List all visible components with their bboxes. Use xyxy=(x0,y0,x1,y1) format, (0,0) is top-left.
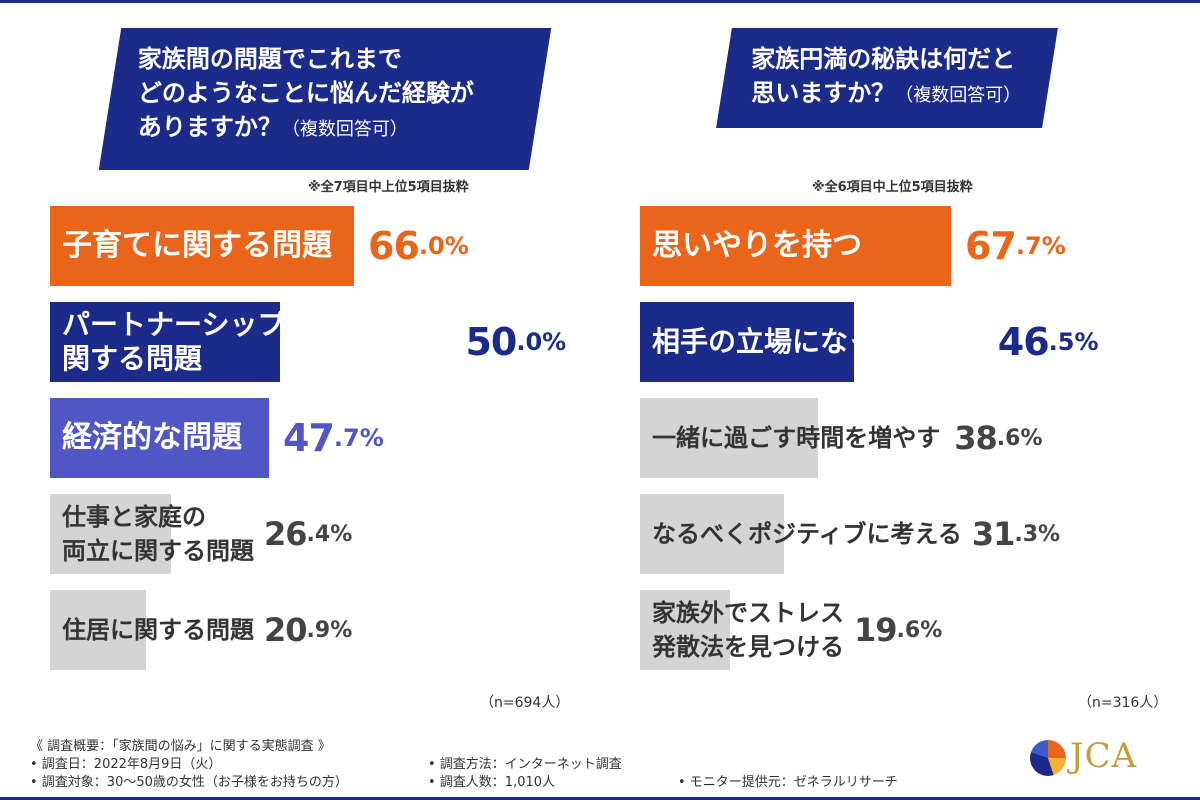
jca-logo: JCA xyxy=(1030,732,1160,782)
bar-row: 経済的な問題 47.7% xyxy=(50,398,590,478)
bar xyxy=(640,494,784,574)
survey-footer: 《 調査概要：「家族間の悩み」に関する実態調査 》 • 調査日：2022年8月9… xyxy=(30,735,1170,795)
right-question-text: 家族円満の秘訣は何だと 思いますか？（複数回答可） xyxy=(725,28,1051,113)
bar-category-label: 住居に関する問題 xyxy=(62,616,254,644)
bar-value-label: 31.3% xyxy=(971,515,1061,553)
bar-row: パートナーシップ（夫婦間）に 関する問題 50.0% xyxy=(50,302,590,382)
bar-category-label: 仕事と家庭の 両立に関する問題 xyxy=(62,503,254,565)
right-question-line: 思いますか？（複数回答可） xyxy=(751,79,1022,107)
left-question-paren: （複数回答可） xyxy=(281,119,408,140)
right-sample-size: （n=316人） xyxy=(1078,695,1168,711)
bar xyxy=(50,398,269,478)
bar-row: 家族外でストレス 発散法を見つける 19.6% xyxy=(640,590,1180,670)
right-question-paren: （複数回答可） xyxy=(895,85,1022,106)
bar xyxy=(640,398,818,478)
bar-value-label: 66.0% xyxy=(368,224,469,268)
bar-value-label: 67.7% xyxy=(965,224,1066,268)
bar-category-label: パートナーシップ（夫婦間）に 関する問題 xyxy=(62,308,454,375)
top-border xyxy=(0,0,1200,3)
bar-value-label: 20.9% xyxy=(264,611,353,649)
right-bar-chart: 思いやりを持つ 67.7% 相手の立場になって考える 46.5% 一緒に過ごす時間を増や… xyxy=(640,206,1180,686)
bar xyxy=(50,302,280,382)
left-sample-size: （n=694人） xyxy=(480,695,570,711)
bar-value-label: 38.6% xyxy=(954,419,1043,457)
bar-category-label: 経済的な問題 xyxy=(62,420,242,455)
bar-row: 子育てに関する問題 66.0% xyxy=(50,206,590,286)
bar-row: 思いやりを持つ 67.7% xyxy=(640,206,1180,286)
bar-category-label: 一緒に過ごす時間を増やす xyxy=(652,424,941,452)
bar-category-label: 相手の立場になって考える xyxy=(652,325,986,358)
right-chart-panel: 家族円満の秘訣は何だと 思いますか？（複数回答可） ※全6項目中上位5項目抜粋 … xyxy=(630,0,1190,720)
bar xyxy=(50,590,146,670)
bar-row: 相手の立場になって考える 46.5% xyxy=(640,302,1180,382)
footer-count: • 調査人数：1,010人 xyxy=(428,775,556,790)
bar-value-label: 50.0% xyxy=(465,320,567,364)
bar-value-label: 19.6% xyxy=(854,611,943,649)
left-bar-chart: 子育てに関する問題 66.0% パートナーシップ（夫婦間）に 関する問題 50.0% 経済… xyxy=(50,206,590,686)
bar-category-label: 思いやりを持つ xyxy=(652,228,862,263)
right-question-line: 家族円満の秘訣は何だと xyxy=(751,45,1016,73)
footer-monitor: • モニター提供元：ゼネラルリサーチ xyxy=(678,775,898,790)
footer-date: • 調査日：2022年8月9日（火） xyxy=(30,757,222,772)
bar-category-label: なるべくポジティブに考える xyxy=(652,520,962,548)
bar xyxy=(640,206,951,286)
bar-row: 一緒に過ごす時間を増やす 38.6% xyxy=(640,398,1180,478)
bar-row: なるべくポジティブに考える 31.3% xyxy=(640,494,1180,574)
right-note: ※全6項目中上位5項目抜粋 xyxy=(812,180,973,195)
bar xyxy=(640,302,854,382)
left-question-line: どのようなことに悩んだ経験が xyxy=(137,79,474,107)
bar-row: 仕事と家庭の 両立に関する問題 26.4% xyxy=(50,494,590,574)
left-note: ※全7項目中上位5項目抜粋 xyxy=(308,180,469,195)
left-question-box: 家族間の問題でこれまで どのようなことに悩んだ経験が ありますか？（複数回答可） xyxy=(98,28,552,170)
bar xyxy=(640,590,730,670)
bar-category-label: 子育てに関する問題 xyxy=(62,228,332,263)
bar xyxy=(50,494,171,574)
footer-target: • 調査対象：30～50歳の女性（お子様をお持ちの方） xyxy=(30,775,348,790)
jca-logo-text: JCA xyxy=(1070,736,1138,776)
bar-value-label: 47.7% xyxy=(283,416,384,460)
footer-summary: 《 調査概要：「家族間の悩み」に関する実態調査 》 xyxy=(30,739,331,754)
bottom-border xyxy=(0,797,1200,800)
bar xyxy=(50,206,354,286)
left-question-line: 家族間の問題でこれまで xyxy=(137,45,402,73)
right-question-box: 家族円満の秘訣は何だと 思いますか？（複数回答可） xyxy=(716,28,1058,128)
bar-value-label: 26.4% xyxy=(264,515,353,553)
bar-row: 住居に関する問題 20.9% xyxy=(50,590,590,670)
left-question-line: ありますか？（複数回答可） xyxy=(137,113,408,141)
footer-method: • 調査方法：インターネット調査 xyxy=(428,757,622,772)
left-question-text: 家族間の問題でこれまで どのようなことに悩んだ経験が ありますか？（複数回答可） xyxy=(112,28,542,147)
bar-category-label: 家族外でストレス 発散法を見つける xyxy=(652,599,844,661)
jca-logo-icon xyxy=(1030,740,1066,776)
bar-value-label: 46.5% xyxy=(997,320,1099,364)
left-chart-panel: 家族間の問題でこれまで どのようなことに悩んだ経験が ありますか？（複数回答可）… xyxy=(40,0,600,720)
